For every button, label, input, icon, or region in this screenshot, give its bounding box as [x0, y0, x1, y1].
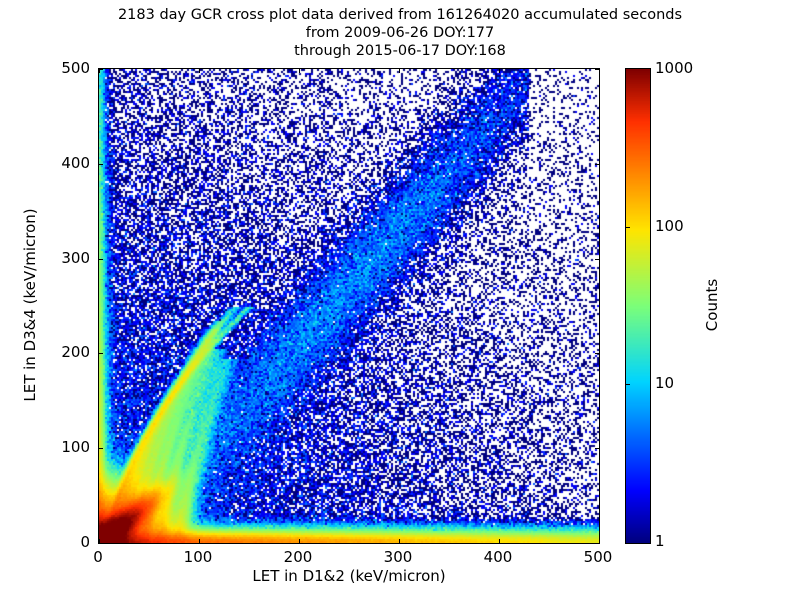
- x-tick-label: 500: [583, 548, 613, 566]
- y-tick-mark: [99, 163, 103, 165]
- y-tick-mark: [99, 258, 103, 260]
- y-tick-mark: [99, 353, 103, 355]
- colorbar-title: Counts: [703, 278, 721, 332]
- plot-area: [98, 68, 600, 544]
- y-tick-mark: [595, 448, 599, 450]
- title-line-2: from 2009-06-26 DOY:177: [305, 25, 495, 41]
- colorbar-tick-mark: [626, 226, 630, 228]
- x-tick-label: 300: [383, 548, 413, 566]
- x-tick-mark: [599, 539, 600, 543]
- x-tick-mark: [499, 69, 500, 73]
- x-tick-mark: [399, 539, 400, 543]
- y-axis-label: LET in D3&4 (keV/micron): [21, 208, 39, 402]
- y-tick-label: 500: [61, 59, 90, 77]
- y-tick-label: 300: [61, 248, 90, 267]
- y-tick-label: 400: [61, 153, 90, 172]
- y-tick-mark: [99, 543, 103, 544]
- colorbar-tick-label: 1000: [655, 59, 694, 77]
- colorbar-tick-label: 10: [655, 374, 675, 393]
- x-tick-mark: [199, 539, 200, 543]
- x-tick-mark: [99, 69, 100, 73]
- y-tick-mark: [99, 448, 103, 450]
- x-tick-label: 400: [483, 548, 513, 566]
- y-tick-mark: [595, 163, 599, 165]
- colorbar-tick-mark: [626, 384, 630, 386]
- colorbar-tick-label: 1: [655, 532, 665, 550]
- x-tick-label: 200: [283, 548, 313, 566]
- y-tick-mark: [99, 69, 103, 70]
- x-tick-mark: [299, 539, 300, 543]
- x-tick-mark: [599, 69, 600, 73]
- x-tick-mark: [499, 539, 500, 543]
- title-line-3: through 2015-06-17 DOY:168: [294, 43, 506, 59]
- x-tick-mark: [99, 539, 100, 543]
- colorbar: [625, 68, 651, 544]
- x-axis-label: LET in D1&2 (keV/micron): [252, 567, 446, 585]
- y-tick-label: 100: [61, 438, 90, 457]
- title-line-1: 2183 day GCR cross plot data derived fro…: [117, 7, 683, 23]
- y-tick-label: 200: [61, 343, 90, 362]
- colorbar-tick-label: 100: [655, 216, 684, 235]
- x-tick-label: 100: [183, 548, 213, 566]
- y-tick-mark: [595, 353, 599, 355]
- heatmap-canvas: [99, 69, 599, 543]
- y-tick-mark: [595, 69, 599, 70]
- y-tick-mark: [595, 258, 599, 260]
- x-tick-mark: [399, 69, 400, 73]
- figure-title: 2183 day GCR cross plot data derived fro…: [0, 6, 800, 60]
- x-tick-mark: [199, 69, 200, 73]
- x-tick-mark: [299, 69, 300, 73]
- colorbar-gradient: [626, 69, 650, 543]
- x-tick-label: 0: [93, 548, 103, 566]
- y-tick-label: 0: [80, 533, 90, 551]
- y-tick-mark: [595, 543, 599, 544]
